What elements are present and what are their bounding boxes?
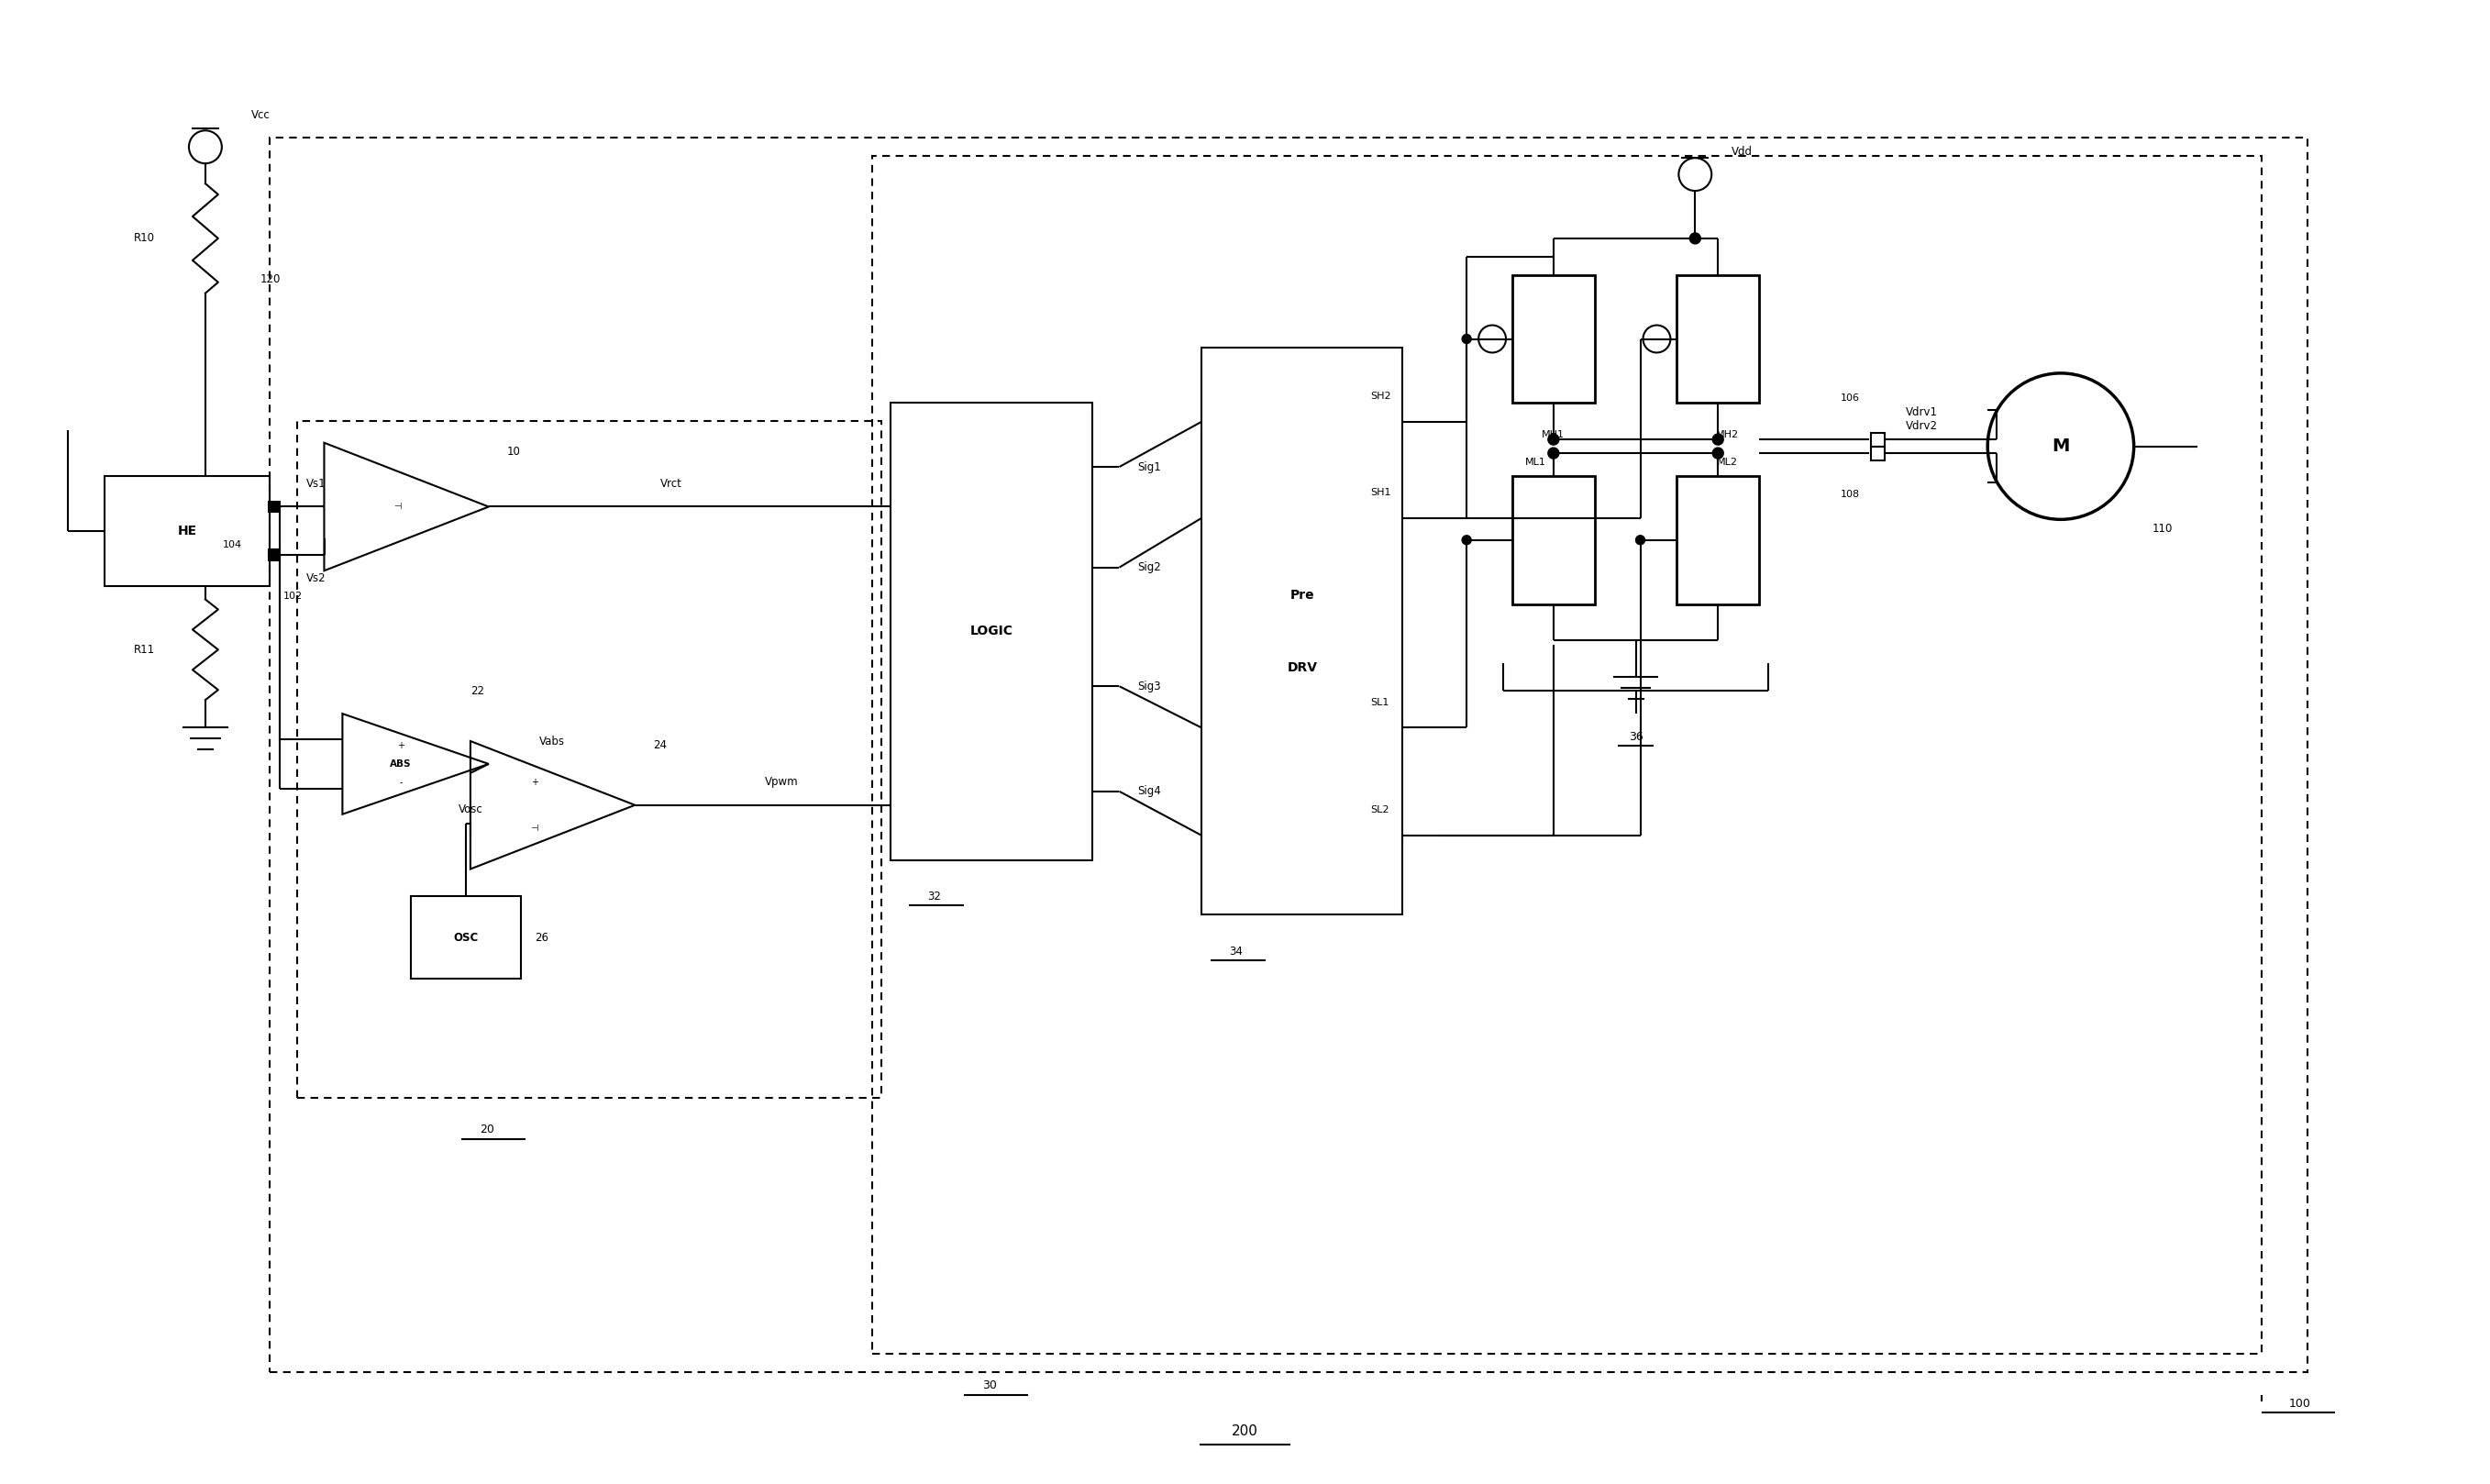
Text: SH1: SH1: [1370, 488, 1392, 497]
Circle shape: [1549, 433, 1559, 445]
Text: 36: 36: [1628, 730, 1643, 742]
Text: Sig1: Sig1: [1138, 462, 1160, 473]
Text: SH2: SH2: [1370, 392, 1392, 401]
Text: R10: R10: [134, 233, 154, 245]
Text: LOGIC: LOGIC: [969, 625, 1013, 638]
Text: M: M: [2052, 438, 2069, 456]
Text: OSC: OSC: [453, 932, 478, 944]
Bar: [269, 502, 279, 512]
Text: +: +: [398, 741, 403, 751]
Text: 200: 200: [1233, 1425, 1257, 1438]
Text: Vrct: Vrct: [660, 478, 682, 490]
Text: 110: 110: [2151, 522, 2174, 534]
Text: Vdd: Vdd: [1731, 145, 1753, 157]
Text: 34: 34: [1230, 945, 1243, 957]
Text: 104: 104: [222, 540, 242, 549]
Circle shape: [1691, 233, 1701, 243]
Text: Vdrv2: Vdrv2: [1905, 420, 1937, 432]
Text: Vdrv1: Vdrv1: [1905, 407, 1937, 418]
Text: SL2: SL2: [1370, 806, 1389, 815]
Circle shape: [1462, 536, 1472, 545]
Bar: [1676, 275, 1758, 402]
Text: Sig3: Sig3: [1138, 680, 1160, 692]
Text: 106: 106: [1840, 393, 1860, 404]
Bar: [1511, 275, 1594, 402]
Text: Vabs: Vabs: [538, 735, 565, 746]
Bar: [1511, 476, 1594, 604]
Text: 22: 22: [471, 684, 483, 697]
Text: -: -: [398, 778, 403, 787]
Text: ⊣: ⊣: [530, 824, 538, 833]
Bar: [1676, 476, 1758, 604]
Bar: [1870, 447, 1885, 460]
Text: ML1: ML1: [1524, 457, 1546, 467]
Text: 120: 120: [259, 273, 281, 285]
Text: MH1: MH1: [1541, 430, 1564, 439]
Text: Vcc: Vcc: [251, 108, 269, 120]
Text: 24: 24: [652, 739, 667, 751]
Circle shape: [1549, 448, 1559, 459]
Circle shape: [1636, 536, 1646, 545]
Text: 102: 102: [284, 592, 301, 601]
Text: ABS: ABS: [391, 760, 411, 769]
Text: Vs1: Vs1: [306, 478, 326, 490]
Text: 20: 20: [481, 1123, 493, 1135]
Text: 100: 100: [2288, 1398, 2311, 1410]
Text: Vs2: Vs2: [306, 571, 326, 583]
Text: HE: HE: [177, 524, 197, 537]
Bar: [891, 402, 1093, 859]
Text: 26: 26: [535, 932, 548, 944]
Bar: [1870, 433, 1885, 447]
Text: 30: 30: [981, 1380, 996, 1392]
Text: Pre: Pre: [1290, 589, 1315, 601]
Circle shape: [1713, 433, 1723, 445]
Text: Vosc: Vosc: [458, 804, 483, 816]
Text: SL1: SL1: [1370, 697, 1389, 706]
Text: ML2: ML2: [1716, 457, 1738, 467]
Text: 32: 32: [926, 890, 941, 902]
Text: DRV: DRV: [1287, 662, 1317, 674]
Circle shape: [1462, 334, 1472, 343]
Text: Sig2: Sig2: [1138, 561, 1160, 573]
Text: MH2: MH2: [1716, 430, 1738, 439]
Bar: [296, 421, 881, 1098]
Text: +: +: [530, 778, 538, 787]
Text: Sig4: Sig4: [1138, 785, 1160, 797]
Text: 108: 108: [1840, 490, 1860, 499]
Bar: [1203, 349, 1402, 914]
Bar: [871, 156, 2261, 1353]
Text: Vpwm: Vpwm: [764, 776, 797, 788]
Bar: [269, 549, 279, 561]
Text: 10: 10: [508, 445, 520, 459]
Circle shape: [1713, 448, 1723, 459]
Text: R11: R11: [134, 644, 154, 656]
Bar: [269, 138, 2308, 1371]
Bar: [105, 476, 269, 586]
Text: ⊣: ⊣: [393, 502, 401, 512]
Bar: [411, 896, 520, 979]
